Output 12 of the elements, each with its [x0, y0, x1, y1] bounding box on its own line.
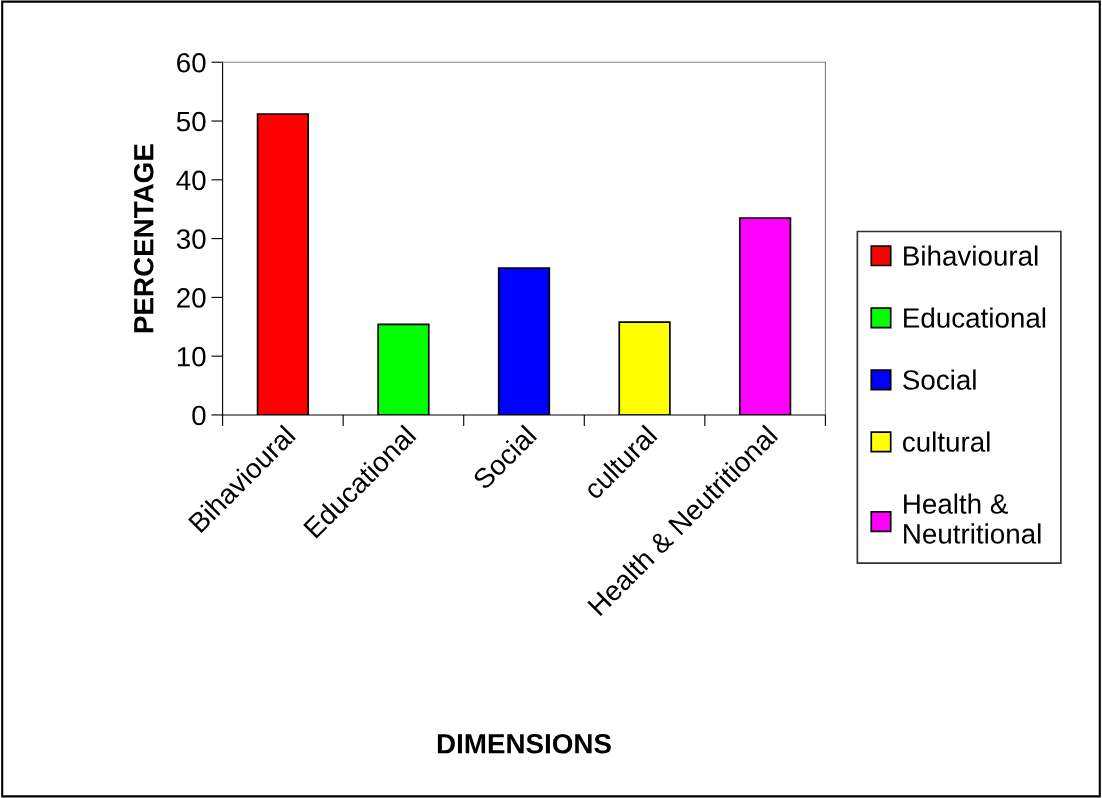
y-tick-label: 50	[176, 111, 206, 132]
legend-label: Educational	[904, 307, 1046, 328]
x-axis-title: DIMENSIONS	[437, 733, 611, 754]
y-tick-label: 40	[176, 170, 206, 191]
y-tick-label: 60	[177, 52, 206, 73]
y-tick-label: 0	[192, 405, 206, 426]
legend-label: Bihavioural	[904, 245, 1038, 266]
y-tick-label: 30	[176, 229, 206, 249]
legend-label: Social	[903, 369, 976, 390]
y-tick-label: 20	[177, 288, 206, 308]
y-tick-label: 10	[177, 346, 206, 367]
y-axis-title: PERCENTAGE	[133, 144, 154, 333]
